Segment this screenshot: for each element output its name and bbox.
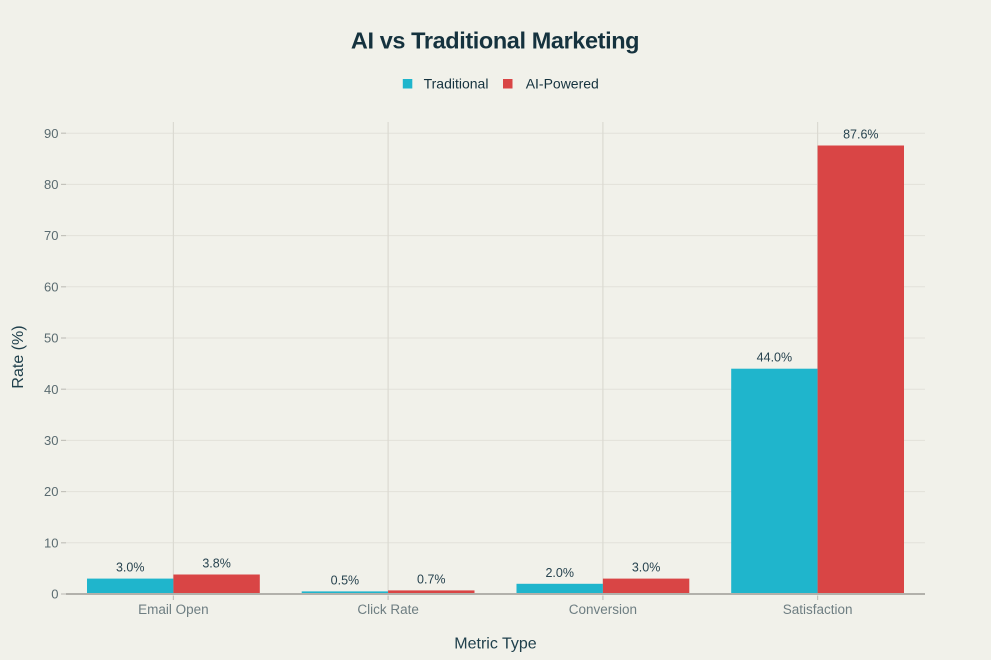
svg-text:87.6%: 87.6% [843,128,878,142]
svg-text:0.5%: 0.5% [331,573,360,587]
svg-text:50: 50 [44,331,58,346]
svg-text:2.0%: 2.0% [545,566,574,580]
svg-text:60: 60 [44,279,58,294]
svg-text:Satisfaction: Satisfaction [783,602,853,617]
svg-text:3.0%: 3.0% [116,561,145,575]
svg-text:3.8%: 3.8% [202,557,231,571]
svg-text:20: 20 [44,484,58,499]
svg-text:Traditional: Traditional [424,75,489,91]
svg-text:Rate (%): Rate (%) [10,325,27,388]
svg-text:40: 40 [44,382,58,397]
svg-text:Email Open: Email Open [138,602,209,617]
svg-text:0: 0 [51,587,58,602]
svg-text:80: 80 [44,177,58,192]
svg-text:Metric Type: Metric Type [454,636,537,653]
svg-text:10: 10 [44,535,58,550]
svg-text:30: 30 [44,433,58,448]
svg-text:90: 90 [44,126,58,141]
svg-text:AI vs Traditional Marketing: AI vs Traditional Marketing [351,28,639,54]
svg-text:44.0%: 44.0% [757,351,792,365]
svg-text:70: 70 [44,228,58,243]
svg-text:AI-Powered: AI-Powered [526,75,599,91]
svg-text:3.0%: 3.0% [632,561,661,575]
svg-text:Conversion: Conversion [569,602,637,617]
svg-text:0.7%: 0.7% [417,572,446,586]
svg-text:Click Rate: Click Rate [357,602,419,617]
